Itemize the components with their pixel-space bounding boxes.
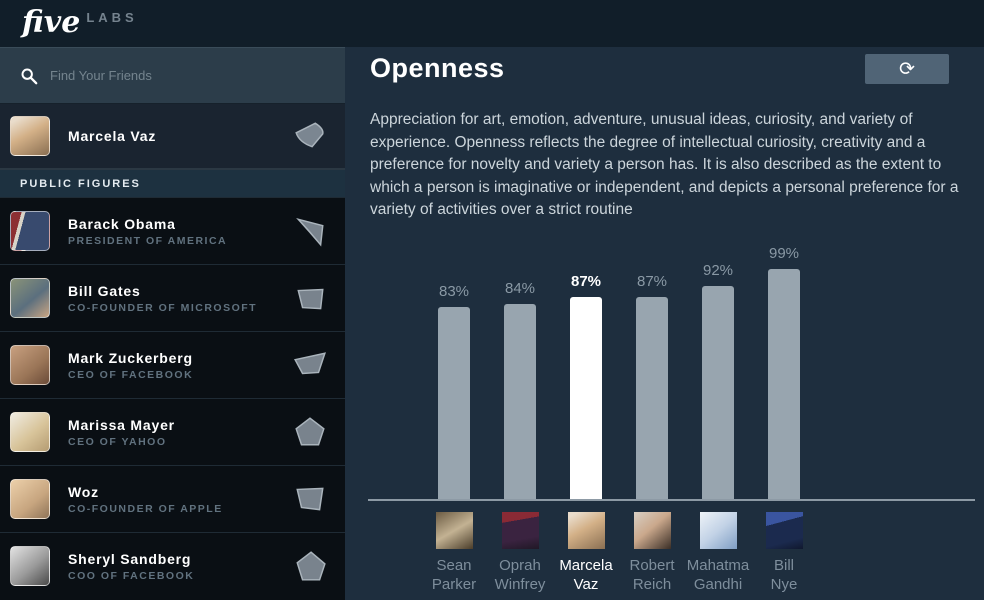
figure-name: Bill Gates xyxy=(68,282,141,299)
friend-search-bar[interactable] xyxy=(0,47,345,104)
bar-oprah-winfrey[interactable]: 84% xyxy=(487,47,553,500)
public-figures-section-header: PUBLIC FIGURES xyxy=(0,170,345,197)
figure-title: CEO OF FACEBOOK xyxy=(68,368,194,381)
openness-bar-chart: 83% 84% 87% 87% 92% 99% xyxy=(421,47,817,500)
search-input[interactable] xyxy=(50,68,300,83)
tick-label: Mahatma Gandhi xyxy=(686,557,750,593)
figure-name: Barack Obama xyxy=(68,215,176,232)
sidebar: Marcela Vaz PUBLIC FIGURES Barack Obama … xyxy=(0,47,345,600)
trait-shape-icon xyxy=(293,214,327,248)
bar[interactable] xyxy=(438,307,470,500)
five-labs-logo[interactable]: five LABS xyxy=(22,4,138,42)
bar-value-label: 99% xyxy=(768,245,800,262)
figure-title: CO-FOUNDER OF APPLE xyxy=(68,502,223,515)
search-icon xyxy=(21,68,38,84)
bar-robert-reich[interactable]: 87% xyxy=(619,47,685,500)
trait-shape-icon xyxy=(293,281,327,315)
trait-shape-icon xyxy=(293,482,327,516)
tick-label: Bill Nye xyxy=(770,557,798,593)
bar-value-label: 84% xyxy=(504,280,536,297)
avatar xyxy=(10,345,50,385)
avatar[interactable] xyxy=(699,512,737,549)
figure-name: Sheryl Sandberg xyxy=(68,550,192,567)
bar-value-label: 87% xyxy=(636,273,668,290)
sidebar-item-woz[interactable]: Woz CO-FOUNDER OF APPLE xyxy=(0,465,345,532)
top-header-bar: five LABS xyxy=(0,0,984,47)
tick-label: Oprah Winfrey xyxy=(494,557,546,593)
tick-label: Marcela Vaz xyxy=(559,557,613,593)
avatar xyxy=(10,546,50,586)
tick-label: Robert Reich xyxy=(629,557,675,593)
avatar[interactable] xyxy=(765,512,803,549)
sidebar-item-barack-obama[interactable]: Barack Obama PRESIDENT OF AMERICA xyxy=(0,197,345,264)
trait-shape-icon xyxy=(293,549,327,583)
avatar xyxy=(10,116,50,156)
trait-shape-icon xyxy=(293,348,327,382)
avatar xyxy=(10,278,50,318)
tick-label: Sean Parker xyxy=(431,557,477,593)
bar[interactable] xyxy=(636,297,668,500)
bar[interactable] xyxy=(768,269,800,500)
bar-sean-parker[interactable]: 83% xyxy=(421,47,487,500)
bar-value-label: 92% xyxy=(702,262,734,279)
figure-title: PRESIDENT OF AMERICA xyxy=(68,234,228,247)
figure-name: Woz xyxy=(68,483,99,500)
bar-mahatma-gandhi[interactable]: 92% xyxy=(685,47,751,500)
trait-detail-panel: Openness ⟳ Appreciation for art, emotion… xyxy=(345,47,984,600)
sidebar-item-marcela-vaz[interactable]: Marcela Vaz xyxy=(0,104,345,170)
avatar[interactable] xyxy=(567,512,605,549)
sidebar-item-marissa-mayer[interactable]: Marissa Mayer CEO OF YAHOO xyxy=(0,398,345,465)
sidebar-item-mark-zuckerberg[interactable]: Mark Zuckerberg CEO OF FACEBOOK xyxy=(0,331,345,398)
avatar[interactable] xyxy=(501,512,539,549)
logo-word-labs: LABS xyxy=(86,10,138,25)
page-title: Openness xyxy=(370,53,505,83)
sidebar-item-sheryl-sandberg[interactable]: Sheryl Sandberg COO OF FACEBOOK xyxy=(0,532,345,599)
figure-title: COO OF FACEBOOK xyxy=(68,569,195,582)
figure-name: Mark Zuckerberg xyxy=(68,349,193,366)
chart-baseline xyxy=(368,499,975,501)
avatar xyxy=(10,412,50,452)
section-label: PUBLIC FIGURES xyxy=(20,177,141,190)
refresh-button[interactable]: ⟳ xyxy=(865,54,949,84)
avatar xyxy=(10,479,50,519)
bar-value-label: 83% xyxy=(438,283,470,300)
trait-shape-icon xyxy=(293,415,327,449)
logo-word-five: five xyxy=(22,5,81,40)
avatar[interactable] xyxy=(435,512,473,549)
chart-tick-avatars xyxy=(421,512,817,549)
bar-bill-nye[interactable]: 99% xyxy=(751,47,817,500)
sidebar-item-bill-gates[interactable]: Bill Gates CO-FOUNDER OF MICROSOFT xyxy=(0,264,345,331)
bar-value-label: 87% xyxy=(570,273,602,290)
avatar xyxy=(10,211,50,251)
figure-name: Marissa Mayer xyxy=(68,416,175,433)
trait-shape-icon xyxy=(293,119,327,153)
avatar[interactable] xyxy=(633,512,671,549)
bar[interactable] xyxy=(570,297,602,500)
user-name: Marcela Vaz xyxy=(68,128,157,144)
trait-description: Appreciation for art, emotion, adventure… xyxy=(370,111,959,218)
bar-marcela-vaz[interactable]: 87% xyxy=(553,47,619,500)
bar[interactable] xyxy=(504,304,536,500)
bar[interactable] xyxy=(702,286,734,500)
chart-tick-labels: Sean Parker Oprah Winfrey Marcela Vaz Rober… xyxy=(421,556,817,594)
figure-title: CO-FOUNDER OF MICROSOFT xyxy=(68,301,258,314)
figure-title: CEO OF YAHOO xyxy=(68,435,167,448)
